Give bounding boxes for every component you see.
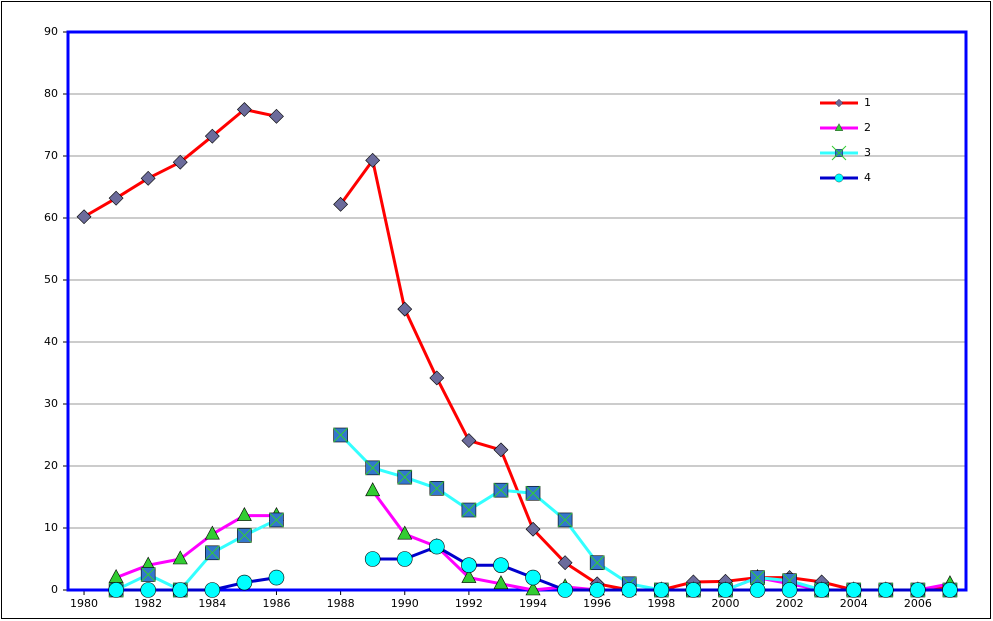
x-tick-label: 1986 (262, 597, 290, 610)
y-tick-label: 20 (44, 459, 58, 472)
marker (589, 582, 605, 598)
marker (493, 442, 509, 458)
x-tick-label: 1980 (70, 597, 98, 610)
marker (204, 128, 220, 144)
marker (268, 569, 285, 586)
x-tick-label: 1988 (327, 597, 355, 610)
marker (236, 574, 253, 591)
marker (140, 582, 156, 598)
marker (429, 538, 445, 555)
marker (653, 582, 670, 598)
legend-label: 1 (864, 96, 871, 109)
marker (749, 582, 766, 598)
marker (685, 582, 702, 598)
marker (108, 582, 124, 598)
marker (172, 154, 188, 170)
marker-cross (525, 485, 541, 501)
marker (397, 525, 413, 540)
marker (621, 582, 638, 598)
marker (557, 555, 573, 571)
marker (525, 521, 541, 537)
marker-cross (493, 482, 509, 498)
marker (108, 190, 124, 206)
marker (493, 557, 509, 574)
legend-label: 2 (864, 121, 871, 134)
x-tick-label: 1996 (583, 597, 611, 610)
marker (461, 568, 477, 583)
marker (717, 582, 734, 598)
marker-cross (429, 480, 445, 496)
marker-cross (140, 567, 156, 582)
plot-border (66, 30, 968, 592)
x-tick-label: 1992 (455, 597, 483, 610)
marker-cross (237, 528, 252, 543)
x-tick-label: 1984 (198, 597, 226, 610)
marker (333, 196, 349, 212)
marker (76, 209, 92, 225)
y-tick-label: 0 (51, 583, 58, 596)
marker-cross (461, 502, 477, 518)
marker (364, 551, 381, 567)
marker-cross (831, 145, 847, 161)
marker-cross (269, 512, 284, 528)
legend-label: 4 (864, 171, 871, 184)
marker (140, 170, 156, 186)
marker (781, 582, 798, 598)
marker (365, 482, 381, 497)
y-tick-label: 90 (44, 25, 58, 38)
marker-cross (333, 427, 348, 443)
marker (878, 582, 894, 598)
marker-cross (750, 570, 765, 585)
x-tick-label: 2002 (776, 597, 804, 610)
marker (172, 582, 189, 598)
x-tick-label: 1994 (519, 597, 547, 610)
y-tick-label: 40 (44, 335, 58, 348)
y-tick-label: 60 (44, 211, 58, 224)
x-tick-label: 1998 (647, 597, 675, 610)
marker (204, 582, 221, 598)
marker (834, 98, 844, 108)
legend-label: 3 (864, 146, 871, 159)
marker (845, 582, 862, 598)
marker-cross (589, 555, 605, 571)
marker (172, 550, 188, 565)
marker (910, 582, 926, 598)
marker-cross (397, 469, 413, 485)
marker (236, 506, 252, 521)
marker (461, 557, 477, 574)
marker (429, 370, 445, 386)
legend: 1 2 3 4 (820, 96, 871, 184)
marker (396, 551, 413, 567)
x-tick-label: 2004 (840, 597, 868, 610)
marker-cross (204, 545, 220, 561)
marker (557, 582, 573, 598)
marker (834, 173, 844, 183)
marker (493, 575, 509, 590)
x-tick-label: 1982 (134, 597, 162, 610)
marker (525, 569, 541, 586)
marker-cross (365, 460, 381, 476)
y-tick-label: 10 (44, 521, 58, 534)
marker (236, 102, 252, 117)
marker (397, 301, 413, 317)
marker (461, 433, 477, 449)
marker (204, 525, 220, 540)
y-tick-label: 30 (44, 397, 58, 410)
x-tick-label: 2000 (711, 597, 739, 610)
marker (834, 123, 844, 131)
x-tick-label: 2006 (904, 597, 932, 610)
marker (365, 152, 381, 168)
plot (76, 102, 958, 598)
marker (813, 582, 830, 598)
marker (525, 581, 541, 596)
y-tick-label: 70 (44, 149, 58, 162)
marker-cross (557, 512, 573, 528)
y-tick-label: 80 (44, 87, 58, 100)
marker (269, 108, 284, 124)
x-tick-label: 1990 (391, 597, 419, 610)
y-tick-label: 50 (44, 273, 58, 286)
marker (942, 582, 958, 598)
